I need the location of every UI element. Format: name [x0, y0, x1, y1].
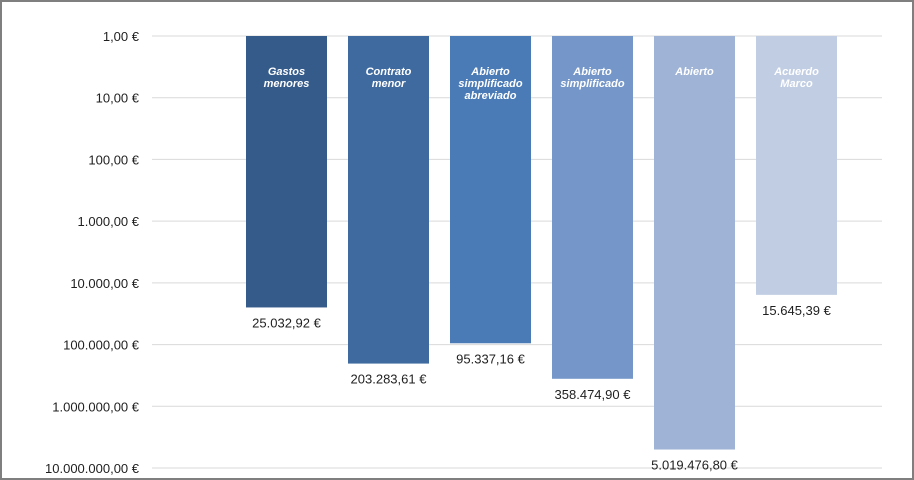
y-tick-label: 1.000.000,00 € — [52, 399, 140, 414]
y-tick-label: 10.000,00 € — [70, 276, 139, 291]
data-label: 95.337,16 € — [456, 351, 525, 366]
data-label: 358.474,90 € — [555, 387, 632, 402]
data-label: 5.019.476,80 € — [651, 458, 739, 473]
category-label: Abierto simplificado — [560, 66, 624, 90]
y-axis: 1,00 € 10,00 € 100,00 € 1.000,00 € 10.000,00… — [45, 29, 140, 476]
category-label: Acuerdo Marco — [773, 66, 819, 90]
bar — [348, 36, 429, 364]
y-tick-label: 100.000,00 € — [63, 338, 140, 353]
bar — [552, 36, 633, 379]
value-labels: 25.032,92 € 203.283,61 € 95.337,16 € 358.47… — [252, 303, 831, 473]
category-labels: Gastos menores Contrato menor Abierto simplif… — [264, 66, 820, 102]
bars — [246, 36, 837, 450]
category-label: Contrato menor — [366, 66, 412, 90]
y-tick-label: 1,00 € — [103, 29, 140, 44]
y-tick-label: 10.000.000,00 € — [45, 461, 140, 476]
bar — [654, 36, 735, 450]
bar — [450, 36, 531, 344]
y-tick-label: 100,00 € — [88, 152, 139, 167]
data-label: 25.032,92 € — [252, 315, 321, 330]
y-tick-label: 10,00 € — [96, 91, 140, 106]
category-label: Abierto simplificado abreviado — [458, 66, 522, 102]
data-label: 15.645,39 € — [762, 303, 831, 318]
category-label: Abierto — [674, 66, 714, 78]
bar — [756, 36, 837, 295]
bar — [246, 36, 327, 308]
category-label: Gastos menores — [264, 66, 310, 90]
y-tick-label: 1.000,00 € — [78, 214, 140, 229]
data-label: 203.283,61 € — [351, 372, 428, 387]
